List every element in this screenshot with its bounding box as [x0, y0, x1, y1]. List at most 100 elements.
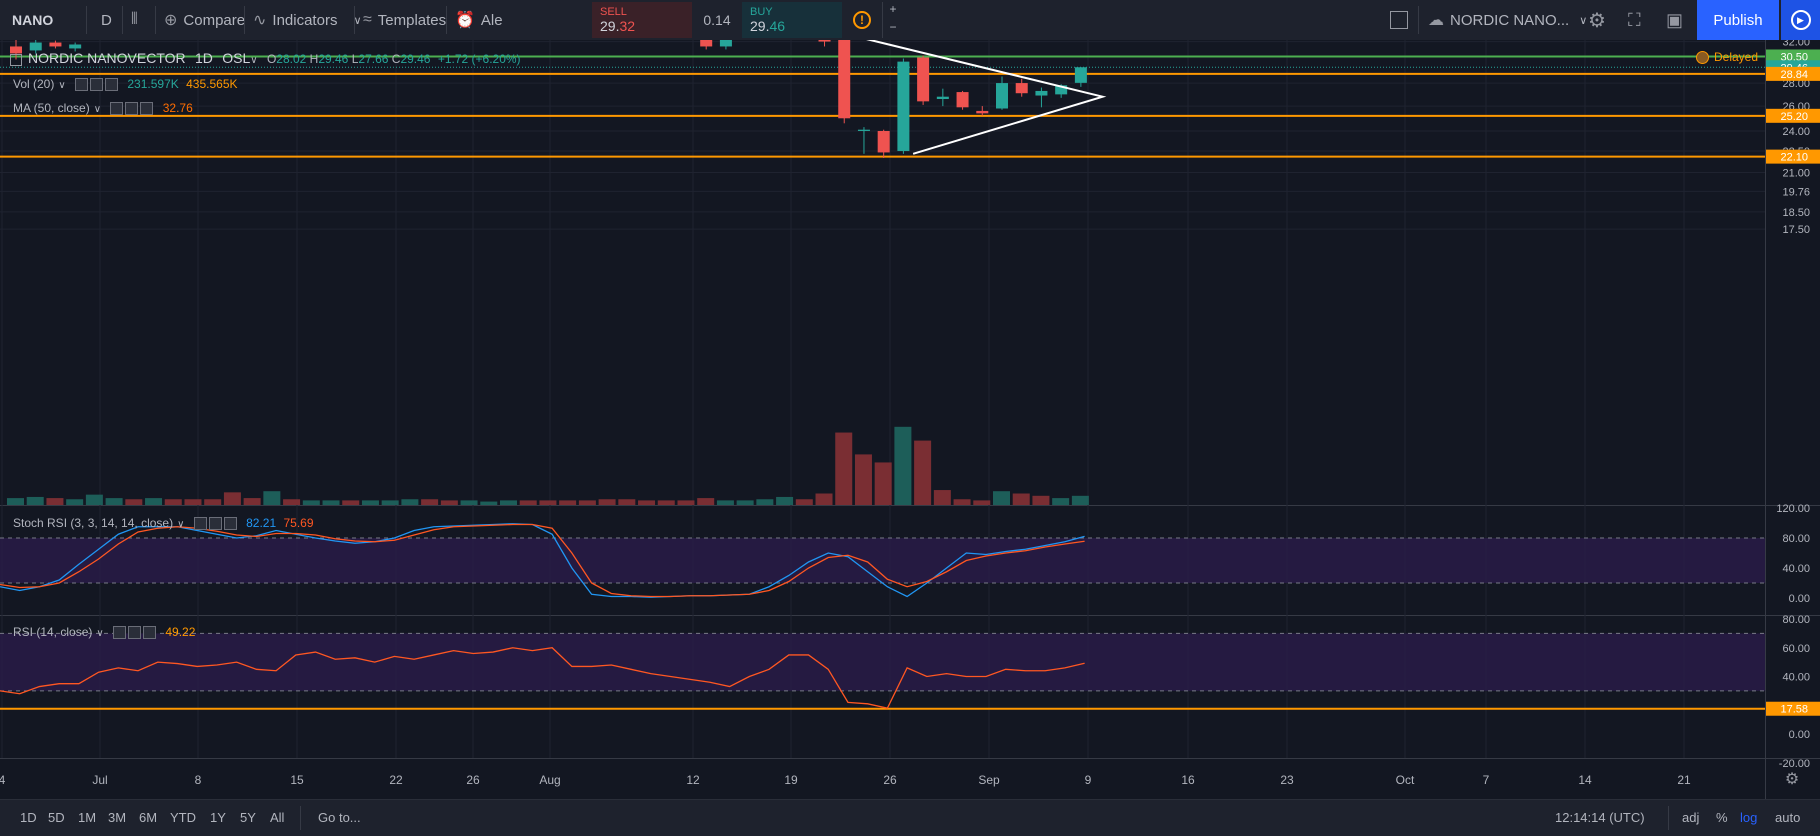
volume-bar: [993, 491, 1010, 505]
close-icon[interactable]: [105, 78, 119, 92]
range-3m[interactable]: 3M: [108, 810, 127, 825]
volume-bar: [795, 499, 813, 505]
volume-bar: [223, 492, 241, 505]
settings-icon[interactable]: [208, 517, 222, 531]
auto-toggle[interactable]: auto: [1775, 810, 1801, 825]
y-tick-label: 17.50: [1782, 224, 1810, 236]
volume-bar: [164, 499, 182, 505]
range-6m[interactable]: 6M: [139, 810, 158, 825]
quantity-increase-button[interactable]: +: [889, 2, 897, 16]
rsi-level-label-bg: [1766, 701, 1820, 716]
range-1y[interactable]: 1Y: [210, 810, 226, 825]
volume-bar: [539, 500, 557, 505]
volume-bar: [756, 499, 774, 505]
settings-icon[interactable]: [128, 626, 142, 640]
interval-button[interactable]: D: [101, 11, 112, 29]
adj-toggle[interactable]: adj: [1682, 810, 1700, 825]
log-toggle[interactable]: log: [1740, 810, 1758, 825]
volume-value: 231.597K: [127, 77, 179, 91]
divider: [300, 806, 301, 830]
chevron-down-icon[interactable]: ∨: [250, 55, 258, 66]
percent-toggle[interactable]: %: [1716, 810, 1728, 825]
low-label: L: [351, 52, 359, 66]
y-tick-label: 24.00: [1782, 126, 1810, 138]
range-ytd[interactable]: YTD: [170, 810, 196, 825]
volume-bar: [243, 498, 261, 505]
volume-bar: [105, 498, 123, 505]
fullscreen-toggle-icon[interactable]: [1390, 0, 1408, 40]
divider: [155, 6, 156, 34]
trading-panel: SELL 29.32 0.14 BUY 29.46 ! + −: [592, 2, 903, 38]
settings-gear-icon[interactable]: ⚙: [1588, 9, 1606, 32]
buy-button[interactable]: BUY 29.46: [742, 2, 842, 38]
chart-canvas[interactable]: 4 Jul 8 15 22 26 Aug 12 19 26 Sep 9 16 23 Oct 7 14 21 40.0…: [0, 40, 1820, 799]
symbol-search[interactable]: NANO: [12, 12, 54, 28]
publish-button[interactable]: Publish: [1697, 0, 1779, 40]
volume-bar: [460, 500, 478, 505]
settings-icon[interactable]: [90, 78, 104, 92]
sell-button[interactable]: SELL 29.32: [592, 2, 692, 38]
legend-exchange: OSL: [222, 50, 251, 66]
alarm-clock-icon: ⏰: [455, 12, 475, 29]
range-1m[interactable]: 1M: [78, 810, 97, 825]
x-tick-label: 16: [1181, 773, 1195, 787]
rsi-legend: RSI (14, close) ∨ 49.22: [13, 625, 195, 640]
settings-icon[interactable]: [125, 102, 139, 116]
rsi-line: [0, 647, 1085, 709]
candle-body: [1035, 90, 1048, 96]
volume-bar: [421, 499, 439, 505]
templates-button[interactable]: ≈ Templates: [363, 0, 446, 40]
stoch-d-value: 75.69: [283, 516, 314, 530]
close-icon[interactable]: [223, 517, 237, 531]
visibility-icon[interactable]: [193, 517, 207, 531]
quantity-decrease-button[interactable]: −: [889, 20, 897, 34]
candles-style-icon[interactable]: ⫴: [131, 11, 138, 28]
close-icon[interactable]: [143, 626, 157, 640]
divider: [446, 6, 447, 34]
stoch-rsi-label: Stoch RSI (3, 3, 14, 14, close): [13, 516, 174, 530]
visibility-icon[interactable]: [75, 78, 89, 92]
x-tick-label: Aug: [539, 773, 560, 787]
chevron-down-icon[interactable]: ∨: [353, 14, 362, 27]
clock-time[interactable]: 12:14:14 (UTC): [1555, 810, 1645, 825]
rsi-y-tick: -20.00: [1779, 758, 1810, 770]
ma-legend: MA (50, close) ∨ 32.76: [13, 101, 193, 116]
rsi-label: RSI (14, close): [13, 625, 93, 639]
range-1d[interactable]: 1D: [20, 810, 37, 825]
change-value: +1.72 (+6.20%): [437, 52, 521, 66]
range-all[interactable]: All: [270, 810, 285, 825]
collapse-icon[interactable]: [10, 53, 22, 66]
visibility-icon[interactable]: [110, 102, 124, 116]
y-tick-label: 32.00: [1782, 40, 1810, 49]
chevron-down-icon[interactable]: ∨: [96, 628, 104, 639]
close-value: 29.46: [400, 52, 431, 66]
fullscreen-icon[interactable]: ⛶: [1628, 9, 1641, 30]
play-icon: ▶: [1790, 10, 1811, 30]
chevron-down-icon[interactable]: ∨: [58, 80, 66, 91]
rsi-y-tick: 40.00: [1782, 672, 1810, 684]
close-icon[interactable]: [140, 102, 154, 116]
price-label-bg: [1766, 66, 1820, 81]
candle-body: [976, 110, 989, 114]
volume-bar: [638, 500, 656, 505]
goto-button[interactable]: Go to...: [318, 810, 361, 825]
indicators-button[interactable]: ∿ Indicators ∨: [253, 0, 362, 40]
chevron-down-icon[interactable]: ∨: [93, 104, 102, 115]
range-5y[interactable]: 5Y: [240, 810, 256, 825]
triangle-pattern: [866, 40, 1107, 155]
delayed-badge[interactable]: Delayed: [1696, 50, 1758, 65]
divider: [354, 6, 355, 34]
compare-button[interactable]: ⊕ Compare: [164, 0, 245, 40]
alert-label: Ale: [480, 11, 503, 29]
volume-bar: [697, 498, 715, 505]
visibility-icon[interactable]: [113, 626, 127, 640]
candle-body: [1074, 67, 1087, 83]
layout-selector[interactable]: ☁ NORDIC NANO... ∨: [1428, 0, 1587, 40]
camera-icon[interactable]: ▣: [1666, 9, 1684, 30]
range-5d[interactable]: 5D: [48, 810, 65, 825]
info-button[interactable]: !: [842, 2, 882, 38]
alert-button[interactable]: ⏰ Ale: [455, 0, 503, 40]
y-tick-label: 21.00: [1782, 167, 1810, 179]
replay-button[interactable]: ▶: [1781, 0, 1820, 40]
chevron-down-icon[interactable]: ∨: [177, 519, 185, 530]
